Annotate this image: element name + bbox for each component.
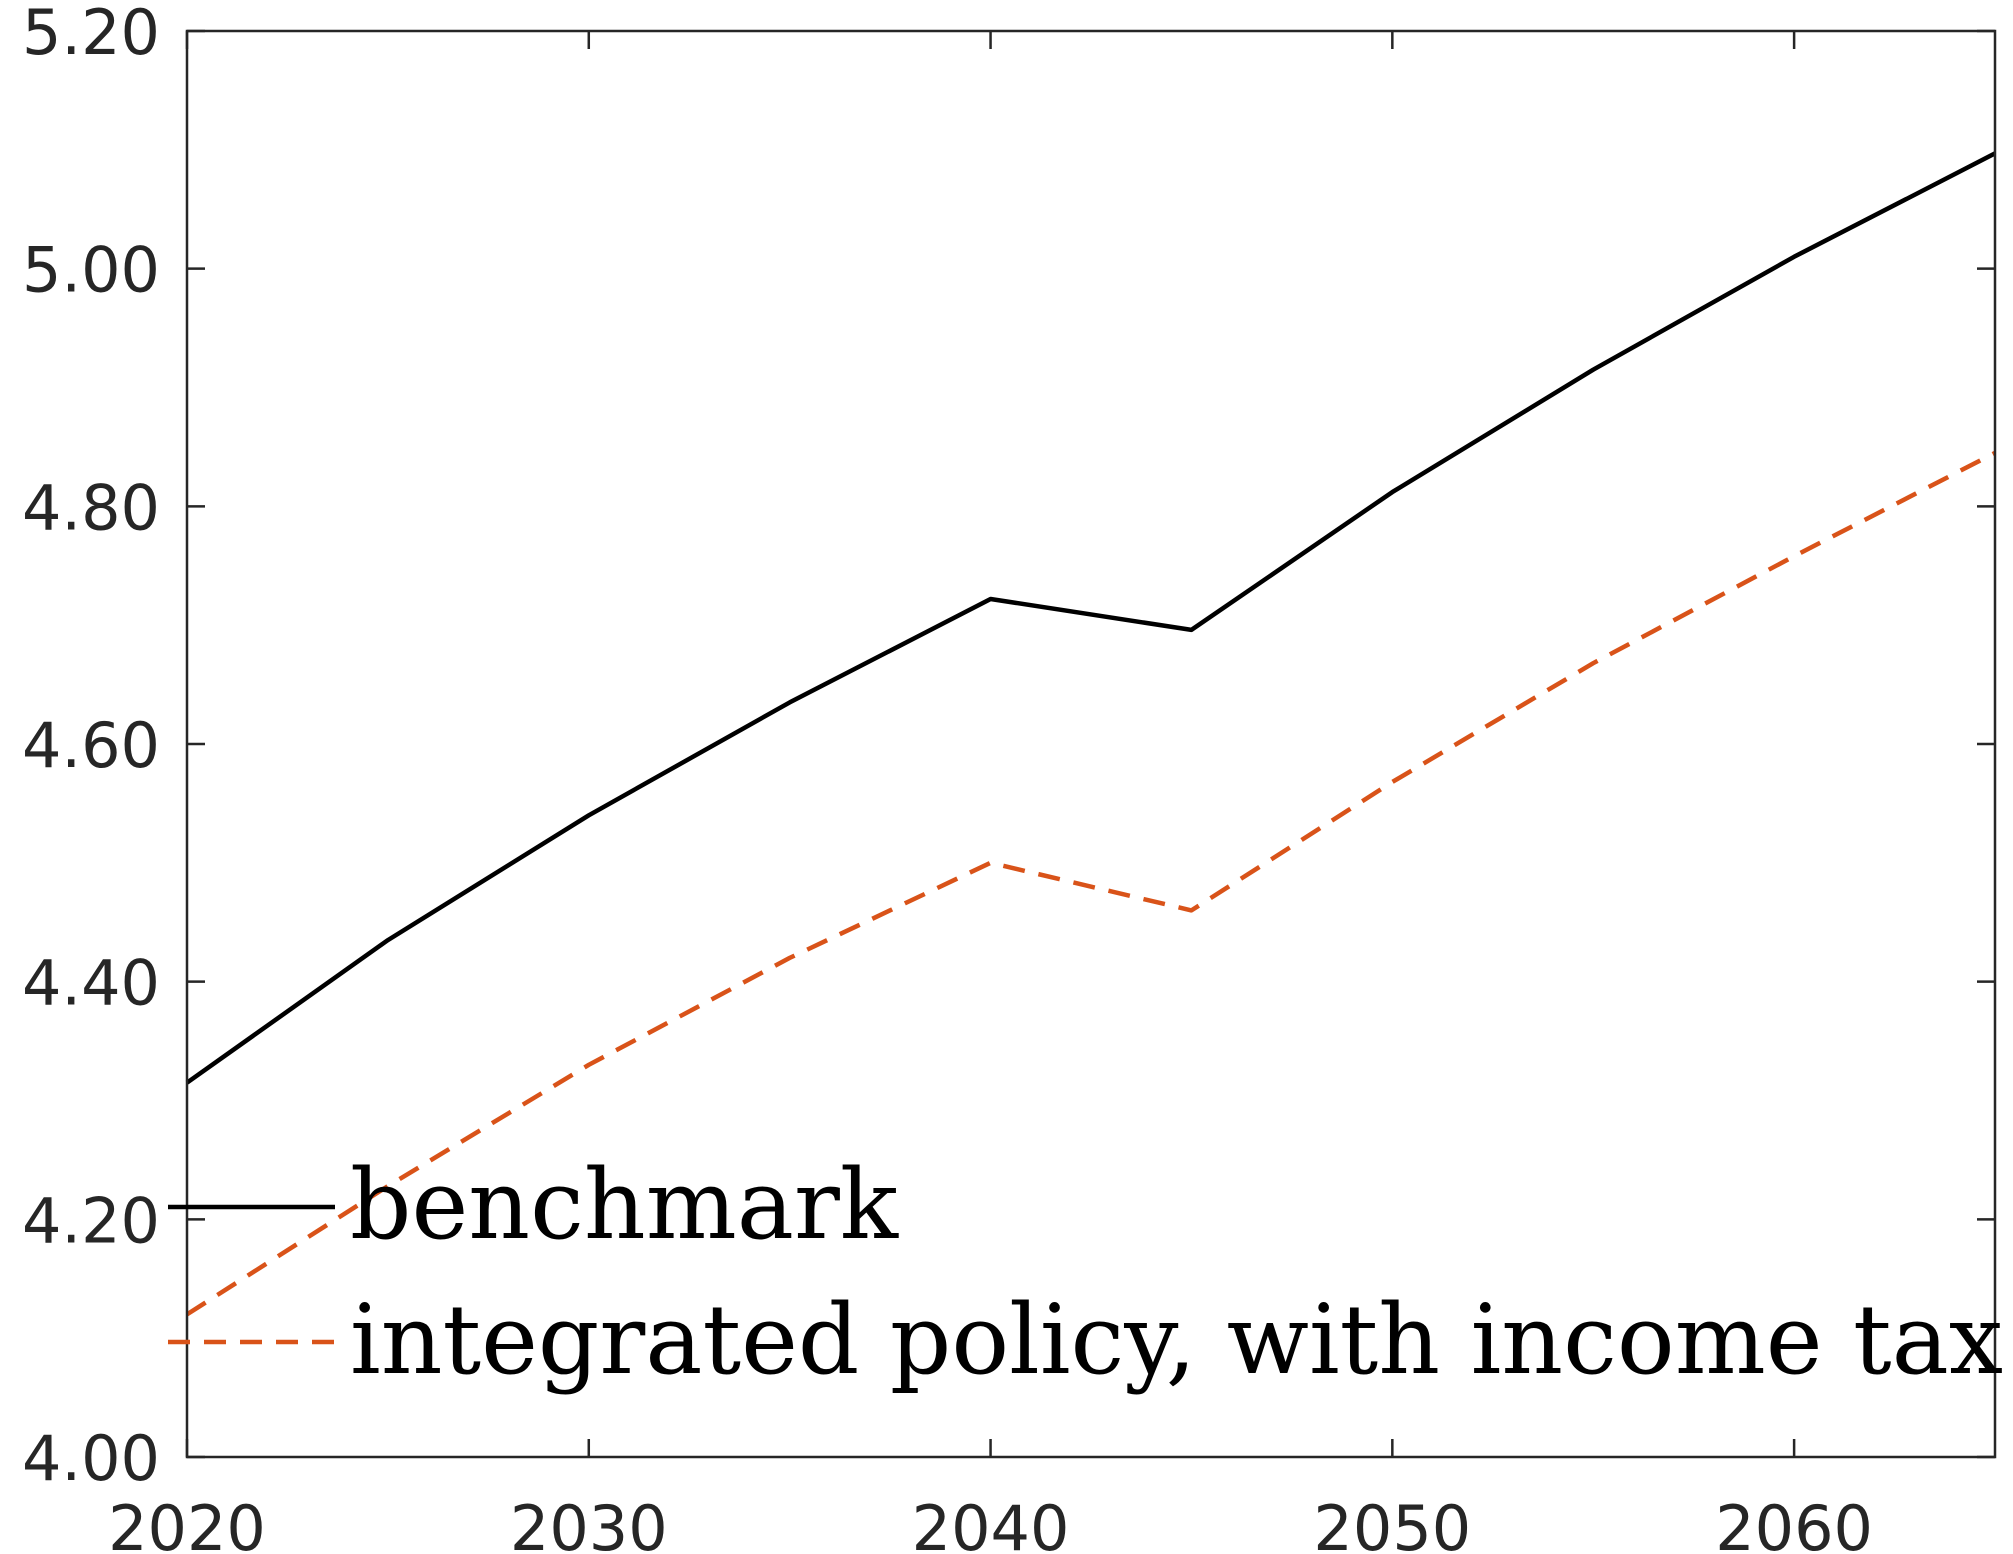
x-tick-label: 2020	[108, 1492, 266, 1554]
y-tick-label: 4.00	[22, 1422, 160, 1495]
legend-label-0: benchmark	[350, 1149, 899, 1261]
x-tick-label: 2060	[1715, 1492, 1873, 1554]
y-tick-label: 4.40	[22, 947, 160, 1020]
y-tick-label: 4.60	[22, 709, 160, 782]
y-tick-label: 5.00	[22, 234, 160, 307]
y-tick-label: 4.80	[22, 471, 160, 544]
series-line-0	[185, 151, 1997, 1085]
y-tick-label: 4.20	[22, 1184, 160, 1257]
x-tick-label: 2040	[912, 1492, 1070, 1554]
series-layer	[185, 151, 1997, 1317]
axes: 2020 2030 2040 2050 2060 4.00 4.20 4.40 4.60 4.80…	[22, 0, 1997, 1554]
legend-label-1: integrated policy, with income tax	[350, 1284, 2003, 1396]
y-tick-label: 5.20	[22, 0, 160, 69]
plot-background	[187, 31, 1995, 1457]
x-tick-label: 2050	[1313, 1492, 1471, 1554]
legend: benchmark integrated policy, with income …	[168, 1149, 2003, 1396]
x-tick-label: 2030	[510, 1492, 668, 1554]
plot-area	[187, 31, 1995, 1457]
series-line-1	[185, 450, 1997, 1317]
